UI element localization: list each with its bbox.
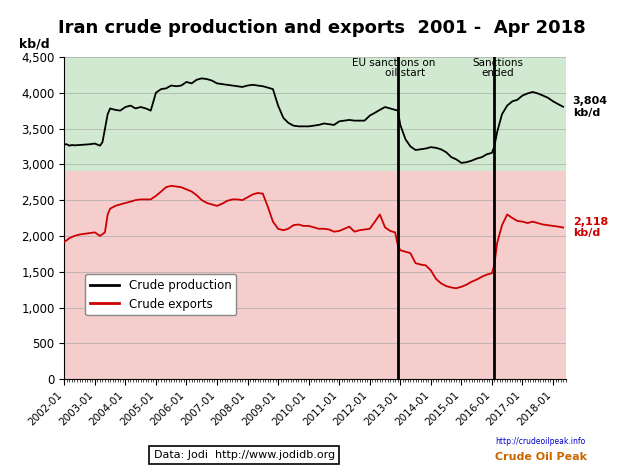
Bar: [64, 172, 566, 379]
Bar: [64, 57, 566, 172]
Legend: Crude production, Crude exports: Crude production, Crude exports: [86, 274, 237, 315]
Text: Sanctions: Sanctions: [472, 58, 523, 68]
Text: 2,118
kb/d: 2,118 kb/d: [573, 217, 608, 238]
Text: http://crudeoilpeak.info: http://crudeoilpeak.info: [495, 437, 585, 446]
Text: ended: ended: [481, 68, 514, 78]
Text: kb/d: kb/d: [19, 37, 50, 51]
Text: oil start: oil start: [385, 68, 426, 78]
Text: Iran crude production and exports  2001 -  Apr 2018: Iran crude production and exports 2001 -…: [58, 19, 585, 37]
Text: Crude Oil Peak: Crude Oil Peak: [495, 452, 587, 462]
Text: 3,804
kb/d: 3,804 kb/d: [573, 96, 608, 118]
Text: EU sanctions on: EU sanctions on: [352, 58, 435, 68]
Text: Data: Jodi  http://www.jodidb.org: Data: Jodi http://www.jodidb.org: [154, 450, 335, 460]
